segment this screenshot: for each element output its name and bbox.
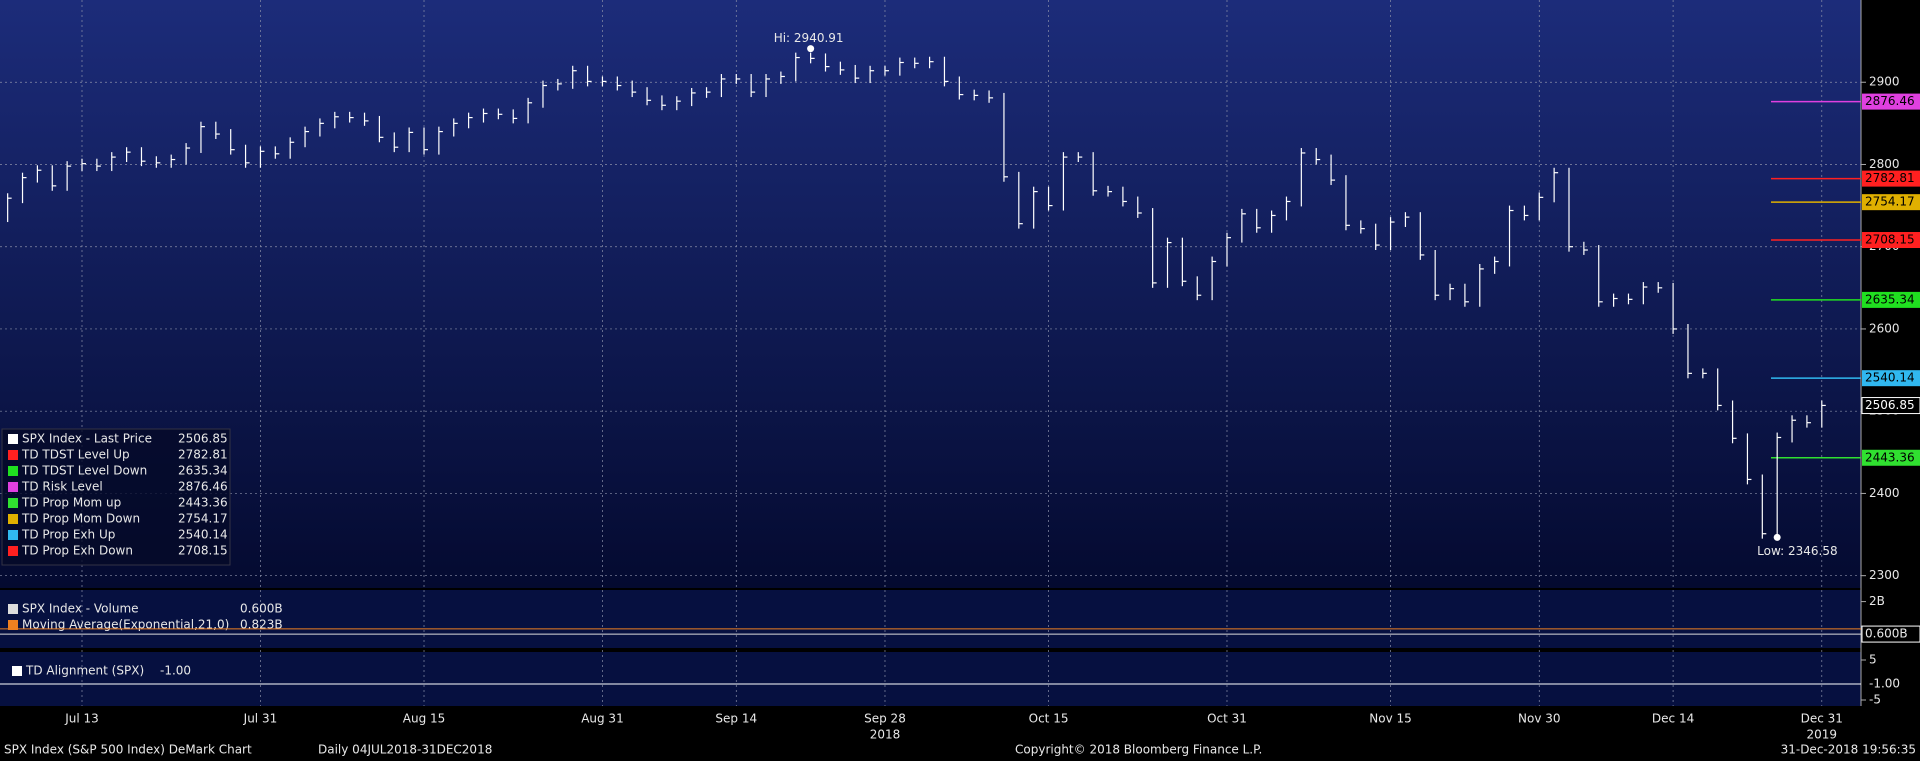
price-panel	[0, 0, 1861, 588]
price-badge-label: 2876.46	[1865, 94, 1915, 108]
legend-name: TD Prop Exh Up	[21, 528, 115, 542]
legend-name: TD TDST Level Down	[21, 464, 147, 478]
legend-value: 2782.81	[178, 448, 228, 462]
y-tick-label: 2300	[1869, 568, 1900, 582]
price-badge-label: 2635.34	[1865, 292, 1915, 306]
price-badge	[1862, 291, 1920, 308]
x-tick-label: Sep 14	[715, 712, 757, 726]
x-tick-label: Aug 15	[403, 712, 446, 726]
price-badge-label: 2540.14	[1865, 371, 1915, 385]
y-tick-label: 2800	[1869, 157, 1900, 171]
x-tick-label: Jul 31	[243, 712, 278, 726]
legend-swatch	[8, 466, 18, 476]
price-badge-label: 2782.81	[1865, 171, 1915, 185]
legend-swatch	[8, 530, 18, 540]
alignment-badge-label: -1.00	[1869, 677, 1900, 691]
y-tick-label: -5	[1869, 693, 1881, 707]
copyright: Copyright© 2018 Bloomberg Finance L.P.	[1015, 743, 1262, 757]
legend-name: Moving Average(Exponential,21,0)	[22, 618, 229, 632]
legend-value: 0.600B	[240, 602, 283, 616]
legend-swatch	[8, 498, 18, 508]
legend-value: -1.00	[160, 664, 191, 678]
price-badge-label: 2443.36	[1865, 450, 1915, 464]
price-badge	[1861, 397, 1920, 415]
x-tick-label: Oct 15	[1029, 712, 1069, 726]
price-badge	[1862, 170, 1920, 187]
legend-name: TD Prop Mom up	[21, 496, 121, 510]
price-badge-label: 2506.85	[1865, 398, 1915, 412]
annotation-dot	[807, 45, 815, 53]
volume-badge-label: 0.600B	[1865, 627, 1908, 641]
legend-name: TD Prop Mom Down	[21, 512, 140, 526]
y-tick-label: 2400	[1869, 486, 1900, 500]
legend-name: TD Risk Level	[21, 480, 103, 494]
x-tick-label: Dec 31	[1801, 712, 1843, 726]
price-badge	[1862, 93, 1920, 110]
legend-swatch	[8, 450, 18, 460]
price-badge-label: 2708.15	[1865, 233, 1915, 247]
legend-swatch	[8, 434, 18, 444]
legend-value: 2540.14	[178, 528, 228, 542]
legend-swatch	[8, 620, 18, 630]
legend-box	[1, 428, 231, 566]
volume-badge	[1861, 625, 1920, 643]
legend-swatch	[8, 604, 18, 614]
legend-swatch	[12, 666, 22, 676]
x-tick-label: Jul 13	[64, 712, 99, 726]
legend-value: 2506.85	[178, 432, 228, 446]
legend-swatch	[8, 482, 18, 492]
legend-value: 2708.15	[178, 544, 228, 558]
timestamp: 31-Dec-2018 19:56:35	[1781, 743, 1916, 757]
legend-name: TD TDST Level Up	[21, 448, 130, 462]
legend-swatch	[8, 546, 18, 556]
price-badge	[1862, 194, 1920, 211]
legend-name: TD Prop Exh Down	[21, 544, 133, 558]
price-badge	[1862, 449, 1920, 466]
legend-swatch	[8, 514, 18, 524]
volume-panel	[0, 590, 1861, 648]
legend-value: 2754.17	[178, 512, 228, 526]
annotation-dot	[1773, 533, 1781, 541]
legend-name: SPX Index - Volume	[22, 602, 139, 616]
footer-title: SPX Index (S&P 500 Index) DeMark Chart	[4, 743, 252, 757]
price-badge	[1862, 232, 1920, 249]
legend-value: 2876.46	[178, 480, 228, 494]
year-label: 2018	[870, 728, 901, 742]
legend-value: 2443.36	[178, 496, 228, 510]
x-tick-label: Dec 14	[1652, 712, 1694, 726]
price-badge	[1862, 370, 1920, 387]
legend-value: 0.823B	[240, 618, 283, 632]
y-tick-label: 2B	[1869, 594, 1885, 608]
price-badge-label: 2754.17	[1865, 195, 1915, 209]
x-tick-label: Oct 31	[1207, 712, 1247, 726]
legend-name: TD Alignment (SPX)	[25, 664, 144, 678]
axis-panel	[1861, 0, 1920, 706]
x-tick-label: Aug 31	[581, 712, 624, 726]
y-tick-label: 2600	[1869, 321, 1900, 335]
footer-range: Daily 04JUL2018-31DEC2018	[318, 743, 492, 757]
y-tick-label: 5	[1869, 653, 1877, 667]
x-tick-label: Sep 28	[864, 712, 906, 726]
x-tick-label: Nov 15	[1369, 712, 1412, 726]
legend-name: SPX Index - Last Price	[22, 432, 152, 446]
y-tick-label: 2900	[1869, 75, 1900, 89]
annotation-label: Hi: 2940.91	[774, 31, 844, 45]
alignment-panel	[0, 652, 1861, 706]
annotation-label: Low: 2346.58	[1757, 544, 1837, 558]
x-tick-label: Nov 30	[1518, 712, 1561, 726]
legend-value: 2635.34	[178, 464, 228, 478]
year-label: 2019	[1807, 728, 1838, 742]
